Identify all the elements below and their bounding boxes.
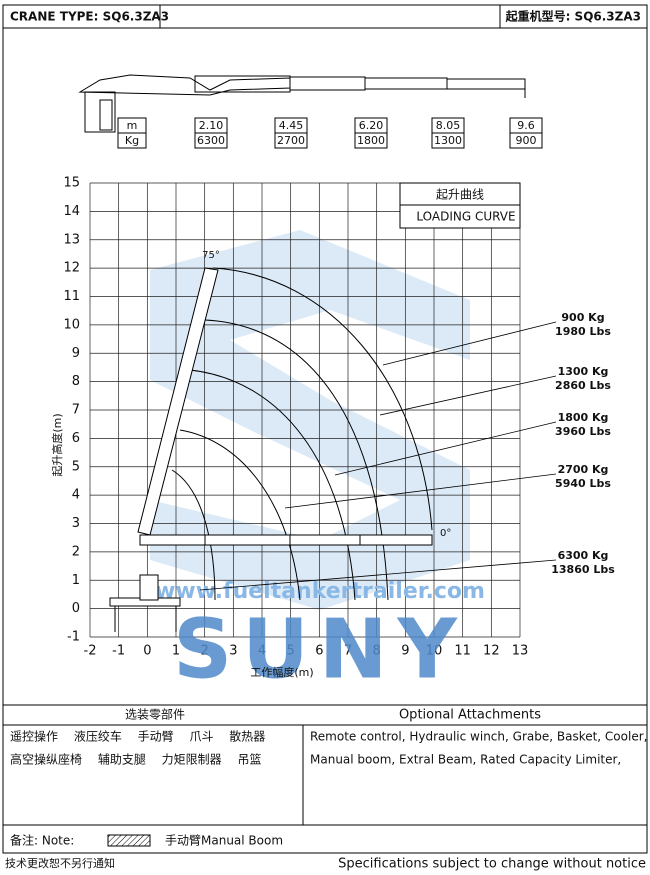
angle-label: 0° [440,528,451,539]
legend-en: LOADING CURVE [416,210,515,224]
attachment-cn: 高空操纵座椅 辅助支腿 力矩限制器 吊篮 [10,752,261,767]
table-value: Kg [125,134,139,147]
leader-line [379,375,557,416]
leader-line [284,473,557,509]
y-tick-label: 14 [63,204,80,219]
x-tick-label: 2 [201,644,209,659]
x-tick-label: 4 [258,644,266,659]
load-label: 1980 Lbs [555,325,611,338]
y-tick-label: 13 [63,232,80,247]
table-cell [194,132,228,149]
load-label: 6300 Kg [558,549,609,562]
x-tick-label: 7 [344,644,352,659]
x-tick-label: 8 [373,644,381,659]
y-tick-label: 8 [72,374,80,389]
angle-label: 75° [202,250,220,261]
load-label: 900 Kg [561,311,604,324]
table-value: 6.20 [359,119,384,132]
y-tick-label: 7 [72,403,80,418]
table-cell [354,132,388,149]
y-tick-label: 3 [72,516,80,531]
leader-line [382,321,557,366]
x-tick-label: 13 [512,644,529,659]
table-value: m [127,119,138,132]
x-tick-label: -2 [84,644,97,659]
x-tick-label: 6 [315,644,323,659]
x-axis-label: 工作幅度(m) [250,665,313,679]
x-tick-label: 11 [454,644,471,659]
watermark-url: www.fueltankertrailer.com [155,579,485,604]
load-label: 2860 Lbs [555,379,611,392]
x-tick-label: 12 [483,644,500,659]
y-tick-label: 9 [72,346,80,361]
attachment-table [3,704,647,826]
table-value: 4.45 [279,119,304,132]
x-tick-label: 1 [172,644,180,659]
load-label: 3960 Lbs [555,425,611,438]
watermark-brand: SUNY [173,602,467,697]
load-label: 2700 Kg [558,463,609,476]
attachments-title-en: Optional Attachments [399,708,541,723]
load-curves [109,267,433,632]
table-cell [509,132,543,149]
attachments-title-cn: 选装零部件 [125,707,185,722]
y-tick-label: 0 [72,601,80,616]
note-item: 手动臂Manual Boom [165,834,283,848]
x-tick-label: 0 [143,644,151,659]
y-tick-label: 15 [63,176,80,191]
footer-left: 技术更改恕不另行通知 [5,856,115,870]
crane-sketch [78,74,526,133]
attachment-en: Manual boom, Extral Beam, Rated Capacity… [310,753,621,767]
y-tick-label: 2 [72,544,80,559]
footer-right: Specifications subject to change without… [338,857,646,872]
table-value: 1300 [434,134,462,147]
y-tick-label: 6 [72,431,80,446]
attachment-en: Remote control, Hydraulic winch, Grabe, … [310,730,647,744]
x-tick-label: 5 [287,644,295,659]
leader-line [334,421,557,476]
y-tick-label: 11 [63,289,80,304]
table-value: 900 [516,134,537,147]
watermark-shape [150,230,470,610]
hatch-swatch [107,834,151,847]
crane-model: 起重机型号: SQ6.3ZA3 [505,9,641,24]
y-tick-label: 4 [72,488,80,503]
y-tick-label: 1 [72,573,80,588]
x-tick-label: 9 [401,644,409,659]
attachment-cn: 遥控操作 液压绞车 手动臂 爪斗 散热器 [10,729,265,744]
load-label: 5940 Lbs [555,477,611,490]
table-value: 8.05 [436,119,461,132]
note-label: 备注: Note: [10,833,74,848]
load-chart: -2 -1 0 1 2 3 4 5 6 7 8 9 10 11 12 13-10123456789101112… [63,176,528,659]
table-value: 2700 [277,134,305,147]
table-value: 9.6 [517,119,535,132]
frame [2,4,648,854]
legend-cn: 起升曲线 [436,188,484,202]
x-tick-label: -1 [112,644,125,659]
load-label: 13860 Lbs [551,563,615,576]
x-tick-label: 3 [229,644,237,659]
y-tick-label: 12 [63,261,80,276]
y-tick-label: 5 [72,459,80,474]
leader-line [199,559,557,591]
table-value: 1800 [357,134,385,147]
load-label: 1300 Kg [558,365,609,378]
table-value: 6300 [197,134,225,147]
table-cell [274,132,308,149]
crane-type: CRANE TYPE: SQ6.3ZA3 [10,10,169,24]
y-tick-label: 10 [63,317,80,332]
y-tick-label: -1 [67,630,80,645]
table-cell [431,132,465,149]
table-value: 2.10 [199,119,224,132]
load-label: 1800 Kg [558,411,609,424]
x-tick-label: 10 [426,644,443,659]
y-axis-label: 起升高度(m) [50,413,64,476]
table-cell [117,132,147,149]
